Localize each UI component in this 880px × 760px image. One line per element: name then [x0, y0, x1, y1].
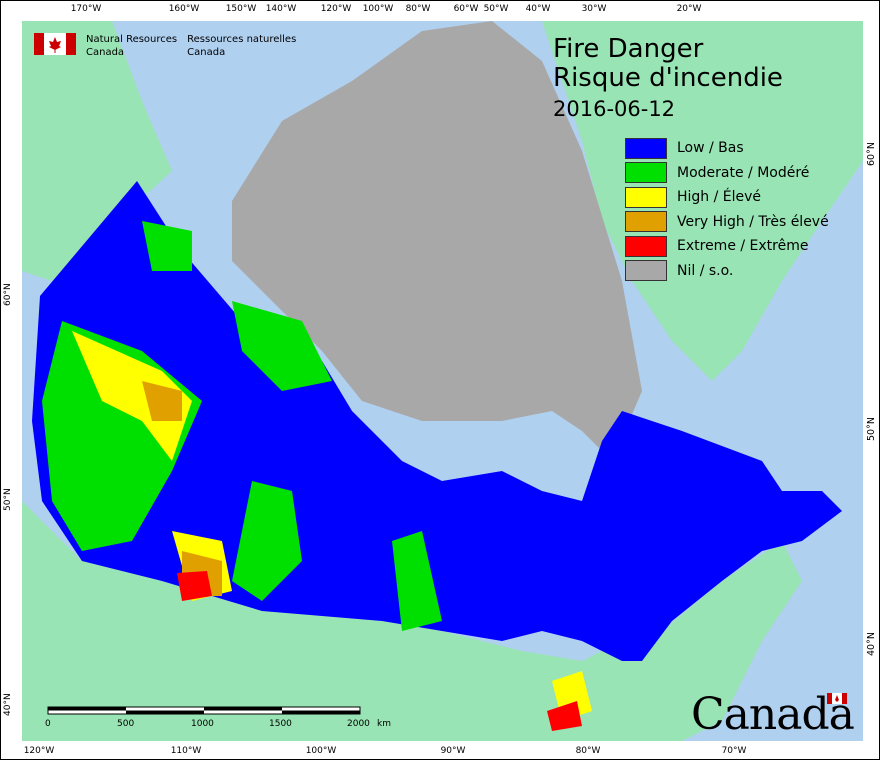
legend-label: Nil / s.o.: [677, 262, 734, 279]
bottom-tick: 120°W: [23, 746, 55, 756]
top-tick: 40°W: [525, 4, 551, 14]
left-tick: 40°N: [3, 693, 13, 716]
scale-label: 0: [45, 719, 51, 729]
top-tick: 50°W: [483, 4, 509, 14]
legend-item-low: Low / Bas: [625, 136, 829, 161]
map-date: 2016-06-12: [553, 97, 676, 121]
canada-flag-icon: [34, 33, 76, 55]
legend-label: Moderate / Modéré: [677, 164, 810, 181]
top-tick: 150°W: [225, 4, 257, 14]
map-title: Fire Danger Risque d'incendie: [553, 35, 783, 93]
top-tick: 170°W: [70, 4, 102, 14]
very-high-areas: [142, 381, 222, 596]
scale-bar: 0 500 1000 1500 2000 km: [45, 706, 407, 731]
top-tick: 100°W: [362, 4, 394, 14]
legend-item-high: High / Élevé: [625, 185, 829, 210]
top-tick: 80°W: [405, 4, 431, 14]
us-land: [22, 501, 802, 741]
agency-signature: Natural Resources Canada Ressources natur…: [34, 33, 296, 59]
legend-swatch: [625, 211, 667, 233]
legend-item-moderate: Moderate / Modéré: [625, 161, 829, 186]
bottom-tick: 100°W: [305, 746, 337, 756]
right-tick: 40°N: [866, 632, 877, 656]
legend-label: High / Élevé: [677, 189, 762, 206]
scale-label: 1500: [269, 719, 292, 729]
agency-fr-1: Ressources naturelles: [187, 34, 297, 45]
scale-label: 500: [117, 719, 135, 729]
left-tick: 60°N: [3, 283, 13, 306]
legend-swatch: [625, 260, 667, 282]
top-tick: 160°W: [168, 4, 200, 14]
bottom-tick: 90°W: [440, 746, 466, 756]
scale-label: 2000: [347, 719, 370, 729]
canada-low: [32, 181, 842, 661]
legend: Low / Bas Moderate / Modéré High / Élevé…: [625, 136, 829, 283]
legend-swatch: [625, 137, 667, 159]
top-tick: 60°W: [453, 4, 479, 14]
legend-label: Extreme / Extrême: [677, 238, 809, 255]
left-tick: 50°N: [3, 488, 13, 511]
legend-item-very-high: Very High / Très élevé: [625, 210, 829, 235]
top-tick: 20°W: [676, 4, 702, 14]
legend-label: Very High / Très élevé: [677, 213, 829, 230]
bottom-tick: 80°W: [575, 746, 601, 756]
top-tick: 140°W: [265, 4, 297, 14]
scale-unit: km: [377, 719, 391, 729]
moderate-areas: [42, 221, 442, 631]
map[interactable]: [22, 21, 863, 741]
bottom-tick: 110°W: [170, 746, 202, 756]
agency-en-1: Natural Resources: [86, 34, 178, 45]
legend-item-nil: Nil / s.o.: [625, 259, 829, 284]
legend-item-extreme: Extreme / Extrême: [625, 234, 829, 259]
right-tick: 50°N: [866, 417, 877, 441]
agency-en-2: Canada: [86, 47, 125, 58]
title-fr: Risque d'incendie: [553, 63, 783, 93]
greenland: [542, 21, 863, 381]
title-en: Fire Danger: [553, 34, 704, 64]
wordmark-flag-icon: [827, 693, 847, 704]
legend-swatch: [625, 162, 667, 184]
alaska: [22, 21, 172, 281]
top-tick: 120°W: [320, 4, 352, 14]
legend-swatch: [625, 235, 667, 257]
top-tick: 30°W: [581, 4, 607, 14]
scale-label: 1000: [191, 719, 214, 729]
right-tick: 60°N: [866, 142, 877, 166]
bottom-tick: 70°W: [721, 746, 747, 756]
arctic-islands-nil: [232, 21, 642, 461]
scale-bar-graphic: [47, 706, 361, 715]
high-areas: [72, 331, 592, 721]
legend-swatch: [625, 186, 667, 208]
legend-label: Low / Bas: [677, 140, 744, 157]
agency-fr-2: Canada: [187, 47, 226, 58]
